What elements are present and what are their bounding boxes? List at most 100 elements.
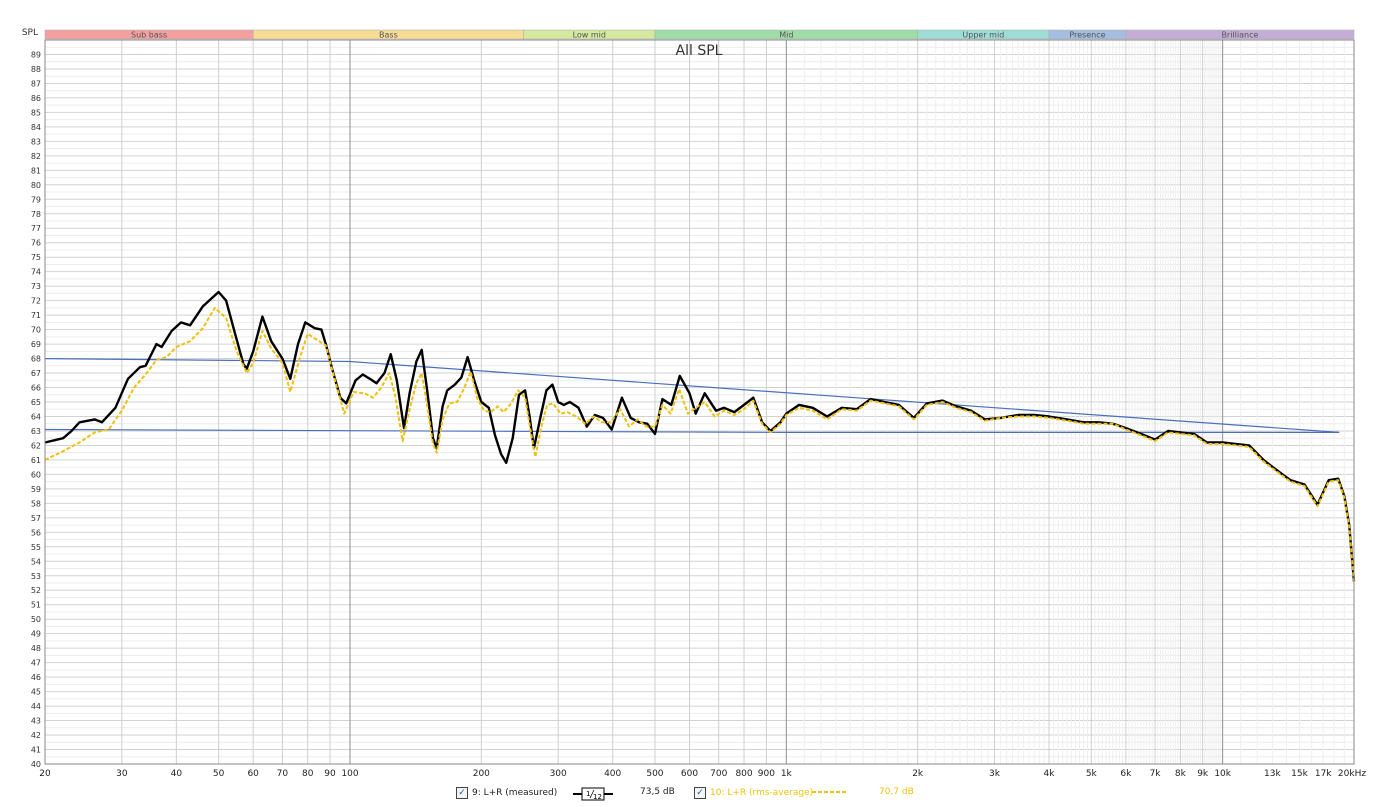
- band-brilliance: [1125, 29, 1355, 40]
- series-line-measured: [44, 290, 1356, 582]
- x-tick-label: 4k: [1044, 769, 1056, 779]
- y-tick-label: 66: [31, 384, 41, 393]
- y-tick-label: 54: [31, 557, 41, 566]
- line-sample-icon: 1 12: [573, 787, 613, 801]
- y-tick-label: 56: [31, 528, 41, 537]
- legend-sample-rms: [812, 787, 848, 797]
- y-tick-label: 74: [31, 268, 41, 277]
- x-tick-label: 10k: [1214, 769, 1231, 779]
- y-tick-label: 40: [31, 760, 41, 769]
- x-tick-label: 15k: [1291, 769, 1308, 779]
- x-tick-label: 90: [324, 769, 336, 779]
- legend-value-measured: 73,5 dB: [640, 787, 675, 797]
- y-tick-label: 64: [31, 412, 41, 421]
- trend-lines: [44, 358, 1340, 433]
- y-tick-label: 86: [31, 94, 41, 103]
- band-label-presence: Presence: [1069, 31, 1105, 40]
- y-axis-label: SPL: [22, 28, 38, 38]
- dashed-line-sample-icon: [812, 791, 848, 793]
- x-tick-label: 6k: [1120, 769, 1132, 779]
- grid: [44, 39, 1355, 765]
- x-tick-label: 800: [735, 769, 752, 779]
- y-tick-label: 76: [31, 239, 41, 248]
- svg-text:12: 12: [593, 793, 602, 801]
- y-tick-label: 82: [31, 152, 41, 161]
- x-tick-label: 20: [39, 769, 51, 779]
- trend-line-1: [44, 358, 1340, 433]
- y-tick-label: 73: [31, 282, 41, 291]
- y-tick-label: 44: [31, 702, 41, 711]
- y-tick-label: 68: [31, 355, 41, 364]
- y-tick-label: 89: [31, 50, 41, 59]
- x-tick-label: 400: [604, 769, 621, 779]
- y-tick-label: 55: [31, 543, 41, 552]
- x-tick-label: 8k: [1175, 769, 1187, 779]
- y-tick-label: 59: [31, 485, 41, 494]
- legend-label-measured: 9: L+R (measured): [472, 788, 558, 798]
- y-tick-label: 45: [31, 688, 41, 697]
- x-tick-label: 300: [550, 769, 567, 779]
- y-tick-label: 49: [31, 630, 41, 639]
- y-tick-label: 81: [31, 166, 41, 175]
- band-label-bass: Bass: [379, 31, 398, 40]
- y-tick-label: 43: [31, 717, 41, 726]
- band-label-sub-bass: Sub bass: [131, 31, 167, 40]
- band-label-brilliance: Brilliance: [1221, 31, 1258, 40]
- y-tick-label: 41: [31, 746, 41, 755]
- trend-line-2: [44, 428, 1340, 433]
- y-tick-label: 60: [31, 470, 41, 479]
- legend-checkbox-rms[interactable]: ✓: [694, 787, 706, 799]
- y-tick-label: 71: [31, 311, 41, 320]
- x-tick-label: 40: [171, 769, 183, 779]
- band-label-mid: Mid: [779, 31, 793, 40]
- x-tick-label: 200: [473, 769, 490, 779]
- x-tick-label: 70: [277, 769, 289, 779]
- y-tick-label: 53: [31, 572, 41, 581]
- y-tick-label: 84: [31, 123, 41, 132]
- x-tick-label: 7k: [1150, 769, 1162, 779]
- series-lines: [44, 290, 1356, 582]
- x-tick-label: 900: [758, 769, 775, 779]
- y-tick-label: 87: [31, 79, 41, 88]
- y-tick-label: 85: [31, 108, 41, 117]
- legend-value-rms: 70,7 dB: [879, 787, 914, 797]
- y-tick-label: 52: [31, 586, 41, 595]
- legend: ✓ 9: L+R (measured) 1 12 73,5 dB ✓ 10: L…: [0, 784, 1381, 804]
- chart-title: All SPL: [676, 43, 723, 59]
- y-tick-label: 51: [31, 601, 41, 610]
- plot-frame: [44, 39, 1355, 765]
- legend-item-measured[interactable]: ✓ 9: L+R (measured): [456, 787, 557, 799]
- y-tick-label: 50: [31, 615, 41, 624]
- x-tick-label: 80: [302, 769, 314, 779]
- y-tick-label: 67: [31, 369, 41, 378]
- x-tick-label: 1k: [781, 769, 793, 779]
- y-tick-label: 63: [31, 427, 41, 436]
- legend-checkbox-measured[interactable]: ✓: [456, 787, 468, 799]
- x-tick-label: 600: [681, 769, 698, 779]
- x-tick-label: 9k: [1197, 769, 1209, 779]
- x-tick-label: 2k: [912, 769, 924, 779]
- y-tick-label: 88: [31, 65, 41, 74]
- x-tick-label: 17k: [1315, 769, 1332, 779]
- x-tick-label: 13k: [1264, 769, 1281, 779]
- x-tick-label: 30: [116, 769, 128, 779]
- y-tick-label: 77: [31, 224, 41, 233]
- y-tick-label: 83: [31, 137, 41, 146]
- y-tick-label: 72: [31, 297, 41, 306]
- frequency-band-bar: Sub bass Bass Low mid Mid Upper mid Presence B…: [44, 29, 1355, 40]
- y-tick-label: 46: [31, 673, 41, 682]
- x-axis-ticks: 20 30 40 50 60 70 80 90 100 200 300 400 500 600 700 800…: [39, 769, 1366, 779]
- x-tick-label: 20kHz: [1338, 769, 1366, 779]
- x-tick-label: 60: [247, 769, 259, 779]
- x-tick-label: 700: [710, 769, 727, 779]
- band-label-upper-mid: Upper mid: [962, 31, 1004, 40]
- svg-text:1: 1: [586, 790, 590, 798]
- y-tick-label: 75: [31, 253, 41, 262]
- legend-smoothing[interactable]: 1 12: [573, 787, 613, 801]
- y-tick-label: 70: [31, 326, 41, 335]
- legend-item-rms[interactable]: ✓ 10: L+R (rms-average): [694, 787, 813, 799]
- y-tick-label: 69: [31, 340, 41, 349]
- y-tick-label: 47: [31, 659, 41, 668]
- y-tick-label: 48: [31, 644, 41, 653]
